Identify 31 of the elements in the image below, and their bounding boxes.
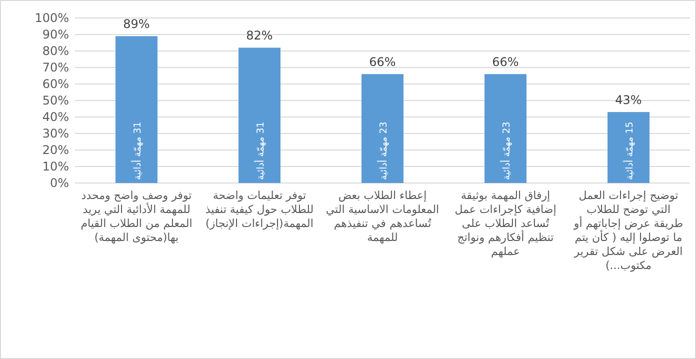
annotation: 31 مهمّة أدائية bbox=[254, 122, 266, 180]
annotation: 31 مهمّة أدائية bbox=[130, 122, 144, 180]
y-tick-label: 90% bbox=[42, 28, 69, 42]
annotation: 23 مهمّة أدائية bbox=[500, 122, 512, 180]
y-tick-label: 40% bbox=[42, 110, 69, 124]
bar bbox=[362, 74, 404, 183]
data-label: 66% bbox=[369, 55, 396, 70]
data-label: 43% bbox=[615, 93, 642, 108]
x-tick-label: إرفاق المهمة بوثيقة إضافية كإجراءات عمل تُساعد الطلاب على تنظيم أفكارهم ونواتج عملهم bbox=[454, 189, 556, 258]
annotation: 15 مهمّة أدائية bbox=[622, 122, 636, 180]
bar bbox=[238, 48, 280, 183]
y-tick-label: 10% bbox=[42, 160, 69, 174]
x-tick-label: توضيح إجراءات العمل التي توضح للطلاب طريقة عرض إجاباتهم أو ما توصلوا إليه ( كأن يتم العرض على شكل تقرير مكتوب...) bbox=[572, 189, 684, 272]
data-label: 89% bbox=[123, 17, 150, 32]
y-tick-label: 70% bbox=[42, 60, 69, 74]
y-tick-label: 20% bbox=[42, 143, 69, 157]
bar bbox=[484, 74, 526, 183]
data-label: 82% bbox=[246, 28, 273, 43]
y-tick-label: 30% bbox=[42, 126, 69, 140]
y-tick-label: 80% bbox=[42, 44, 69, 58]
y-tick-label: 100% bbox=[34, 11, 69, 25]
bar bbox=[608, 112, 650, 183]
x-tick-label: إعطاء الطلاب بعض المعلومات الاساسية التي تُساعدهم في تنفيذهم للمهمة bbox=[326, 189, 440, 244]
y-tick-label: 0% bbox=[50, 176, 69, 190]
x-tick-label: توفر تعليمات واضحة للطلاب حول كيفية تنفيذ المهمة(إجراءات الإنجاز) bbox=[205, 189, 314, 230]
bar bbox=[116, 36, 158, 183]
x-tick-label: توفر وصف واضح ومحدد للمهمة الأدائية التي يريد المعلم من الطلاب القيام بها(محتوى المهمة) bbox=[80, 189, 192, 244]
annotation: 23 مهمّة أدائية bbox=[376, 122, 390, 180]
data-label: 66% bbox=[492, 55, 519, 70]
y-tick-label: 50% bbox=[42, 94, 69, 108]
y-tick-label: 60% bbox=[42, 77, 69, 91]
